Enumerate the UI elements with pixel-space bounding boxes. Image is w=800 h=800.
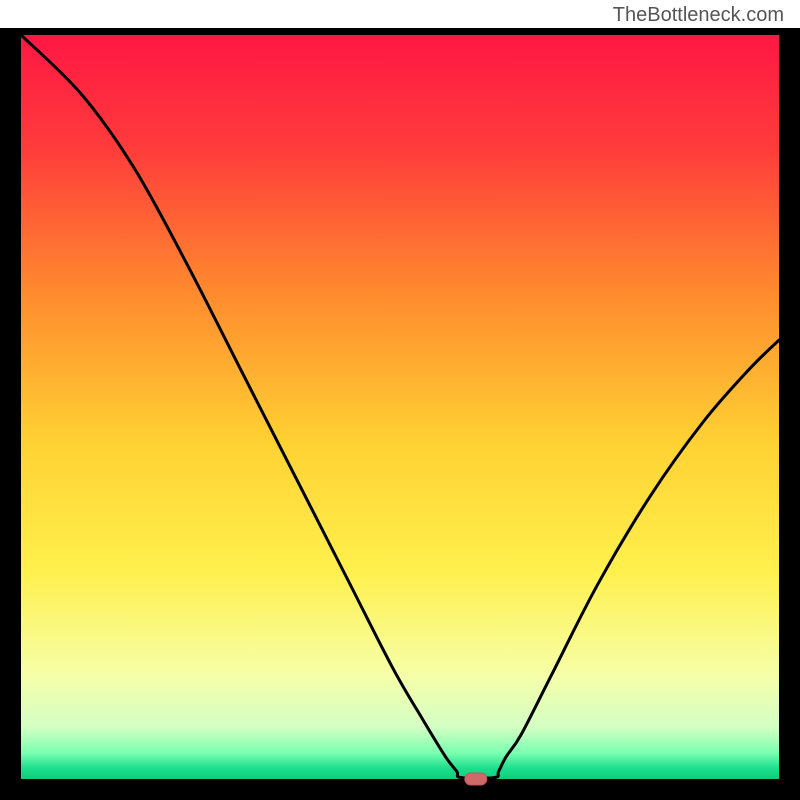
optimal-marker (465, 773, 487, 785)
watermark-text: TheBottleneck.com (613, 4, 784, 27)
chart-svg (0, 0, 800, 800)
plot-background (21, 35, 779, 779)
bottleneck-chart: TheBottleneck.com (0, 0, 800, 800)
